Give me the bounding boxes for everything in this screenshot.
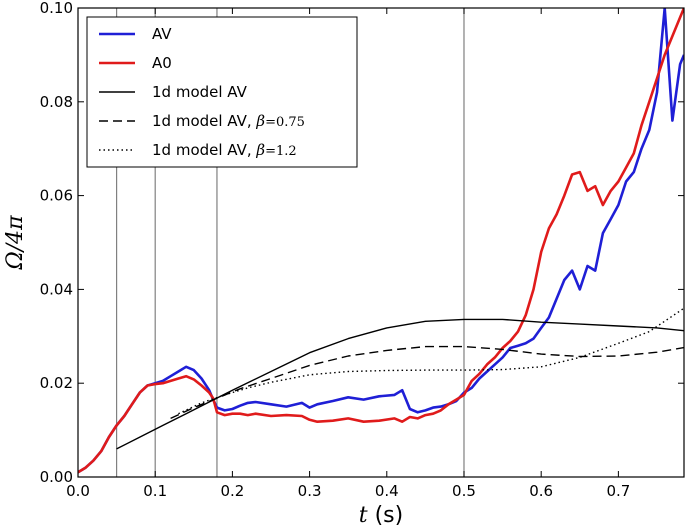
x-axis-label-var: t — [359, 503, 368, 528]
y-axis-label: Ω/4π — [3, 215, 28, 271]
series-lines — [78, 8, 684, 474]
legend-label: 1d model AV, β=1.2 — [152, 141, 297, 159]
x-axis-label: t (s) — [359, 503, 403, 528]
legend-label-value: =1.2 — [265, 144, 297, 159]
legend-label: 1d model AV, β=0.75 — [152, 112, 305, 130]
x-tick-label: 0.1 — [143, 482, 167, 500]
x-axis-label-unit: (s) — [375, 503, 404, 528]
y-tick-label: 0.08 — [40, 93, 73, 111]
series-line-4 — [178, 307, 684, 415]
legend-label-beta: β — [255, 141, 265, 159]
legend-label-beta: β — [255, 112, 265, 130]
x-tick-label: 0.4 — [375, 482, 399, 500]
legend-label-text: 1d model AV, — [152, 141, 256, 159]
y-tick-label: 0.02 — [40, 374, 73, 392]
legend-label: 1d model AV — [152, 83, 248, 101]
x-tick-label: 0.5 — [452, 482, 476, 500]
legend-label: AV — [152, 25, 172, 43]
y-axis-ticks: 0.00 0.02 0.04 0.06 0.08 0.10 — [40, 0, 684, 486]
series-line-2 — [116, 318, 684, 450]
y-tick-label: 0.04 — [40, 280, 73, 298]
series-line-0 — [78, 8, 684, 474]
y-tick-label: 0.06 — [40, 187, 73, 205]
x-tick-label: 0.3 — [298, 482, 322, 500]
x-tick-label: 0.2 — [220, 482, 244, 500]
plot-frame — [77, 7, 685, 478]
x-tick-label: 0.0 — [66, 482, 90, 500]
legend-label: A0 — [152, 54, 172, 72]
series-line-1 — [78, 8, 684, 474]
legend-label-text: 1d model AV, — [152, 112, 256, 130]
x-axis-ticks: 0.0 0.1 0.2 0.3 0.4 0.5 0.6 0.7 — [66, 8, 630, 500]
legend-label-value: =0.75 — [265, 115, 305, 130]
x-tick-label: 0.7 — [606, 482, 630, 500]
y-tick-label: 0.10 — [40, 0, 73, 17]
x-tick-label: 0.6 — [529, 482, 553, 500]
y-tick-label: 0.00 — [40, 468, 73, 486]
